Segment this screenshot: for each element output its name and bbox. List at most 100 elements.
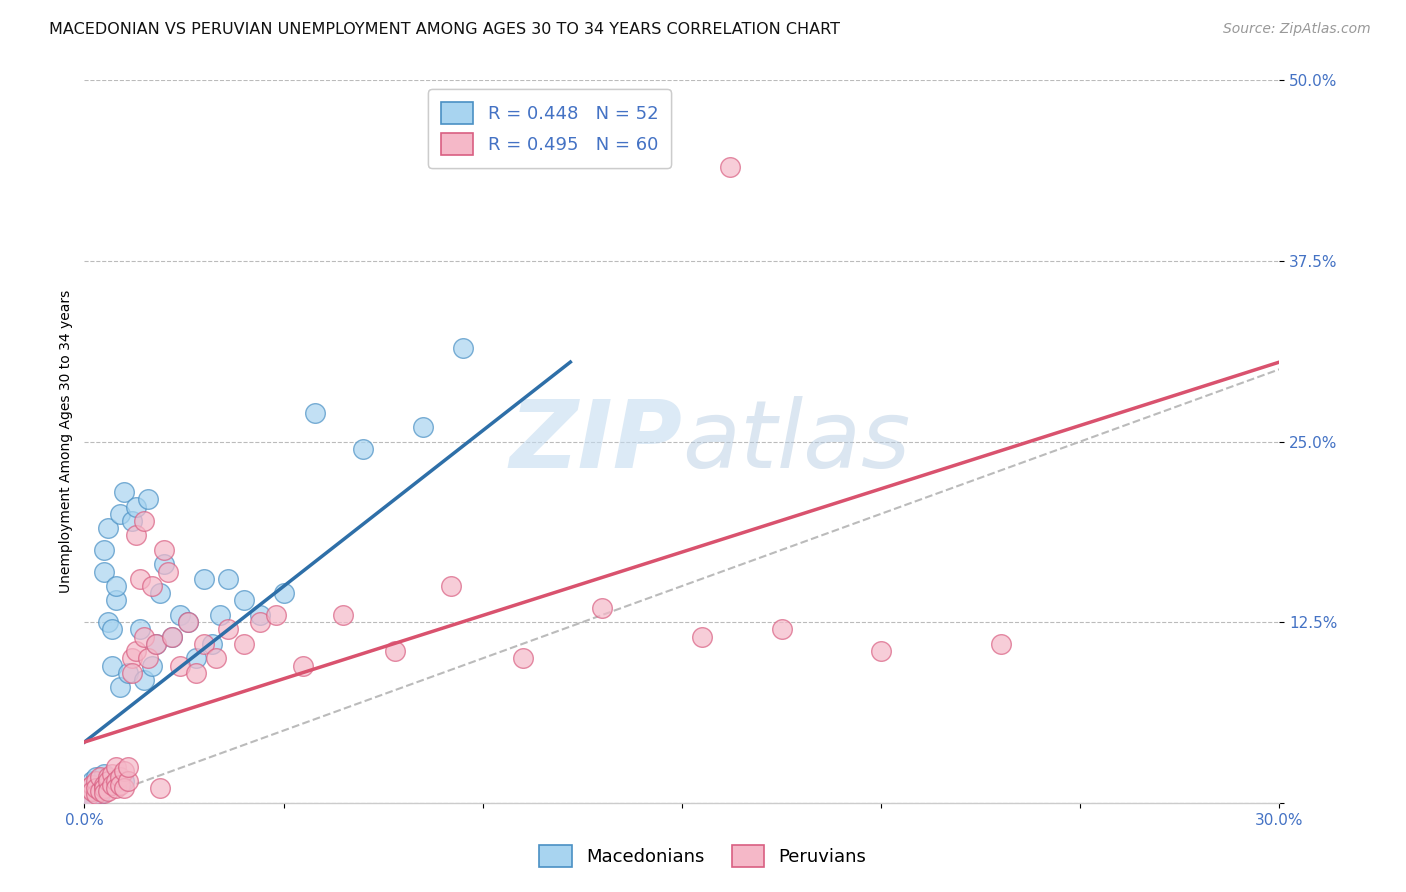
Point (990, 637, 1012, 651)
Point (93, 781, 115, 796)
Text: ZIP: ZIP (509, 395, 682, 488)
Point (177, 615, 200, 630)
Point (132, 673, 156, 687)
Point (512, 651, 534, 665)
Point (82, 784, 104, 798)
Point (292, 658, 315, 673)
Point (718, 160, 741, 174)
Point (86, 774, 108, 789)
Point (93, 781, 115, 796)
Point (249, 607, 271, 622)
Point (352, 442, 374, 456)
Point (105, 781, 128, 796)
Point (105, 579, 128, 593)
Point (110, 770, 132, 784)
Point (112, 485, 135, 500)
Point (149, 586, 172, 600)
Point (141, 658, 163, 673)
Point (870, 644, 893, 658)
Point (160, 630, 183, 644)
Point (89, 770, 111, 784)
Point (82, 779, 104, 793)
Point (177, 615, 200, 630)
Point (93, 767, 115, 781)
Point (440, 579, 463, 593)
Point (136, 651, 159, 665)
Point (101, 767, 124, 781)
Point (93, 779, 115, 793)
Point (141, 579, 163, 593)
Point (77, 789, 100, 803)
Point (86, 786, 108, 800)
Point (105, 774, 128, 789)
Point (249, 615, 271, 630)
Point (77, 781, 100, 796)
Point (77, 789, 100, 803)
Point (112, 764, 135, 778)
Point (132, 514, 156, 528)
Point (93, 565, 115, 579)
Point (145, 637, 167, 651)
Point (110, 507, 132, 521)
Point (332, 607, 354, 622)
Point (97, 521, 120, 535)
Point (125, 644, 148, 658)
Point (117, 760, 139, 774)
Point (690, 630, 713, 644)
Point (105, 593, 128, 607)
Point (136, 492, 159, 507)
Point (97, 770, 120, 784)
Point (112, 774, 135, 789)
Point (145, 637, 167, 651)
Point (193, 637, 215, 651)
Point (125, 528, 148, 542)
Point (89, 777, 111, 791)
Point (89, 781, 111, 796)
Point (97, 774, 120, 789)
Point (160, 630, 183, 644)
Point (129, 623, 152, 637)
Point (77, 781, 100, 796)
Point (184, 665, 207, 680)
Point (82, 784, 104, 798)
Point (132, 630, 156, 644)
Point (121, 514, 143, 528)
Point (451, 341, 474, 355)
Point (82, 774, 104, 789)
Point (97, 774, 120, 789)
Point (93, 542, 115, 557)
Point (97, 615, 120, 630)
Legend: R = 0.448   N = 52, R = 0.495   N = 60: R = 0.448 N = 52, R = 0.495 N = 60 (427, 89, 671, 168)
Point (112, 781, 135, 796)
Text: atlas: atlas (682, 396, 910, 487)
Text: MACEDONIAN VS PERUVIAN UNEMPLOYMENT AMONG AGES 30 TO 34 YEARS CORRELATION CHART: MACEDONIAN VS PERUVIAN UNEMPLOYMENT AMON… (49, 22, 841, 37)
Point (89, 787, 111, 801)
Point (117, 774, 139, 789)
Point (412, 420, 434, 434)
Point (193, 572, 215, 586)
Y-axis label: Unemployment Among Ages 30 to 34 years: Unemployment Among Ages 30 to 34 years (59, 290, 73, 593)
Point (89, 784, 111, 798)
Point (205, 651, 228, 665)
Point (153, 542, 176, 557)
Point (153, 558, 176, 572)
Point (157, 565, 180, 579)
Point (273, 586, 295, 600)
Point (208, 607, 231, 622)
Point (101, 623, 124, 637)
Legend: Macedonians, Peruvians: Macedonians, Peruvians (531, 838, 875, 874)
Point (93, 786, 115, 800)
Point (217, 623, 239, 637)
Point (97, 784, 120, 798)
Point (232, 637, 254, 651)
Point (86, 770, 108, 784)
Point (201, 637, 224, 651)
Point (304, 406, 326, 420)
Point (169, 658, 191, 673)
Point (82, 791, 104, 805)
Text: Source: ZipAtlas.com: Source: ZipAtlas.com (1223, 22, 1371, 37)
Point (264, 607, 287, 622)
Point (110, 680, 132, 694)
Point (86, 779, 108, 793)
Point (232, 593, 254, 607)
